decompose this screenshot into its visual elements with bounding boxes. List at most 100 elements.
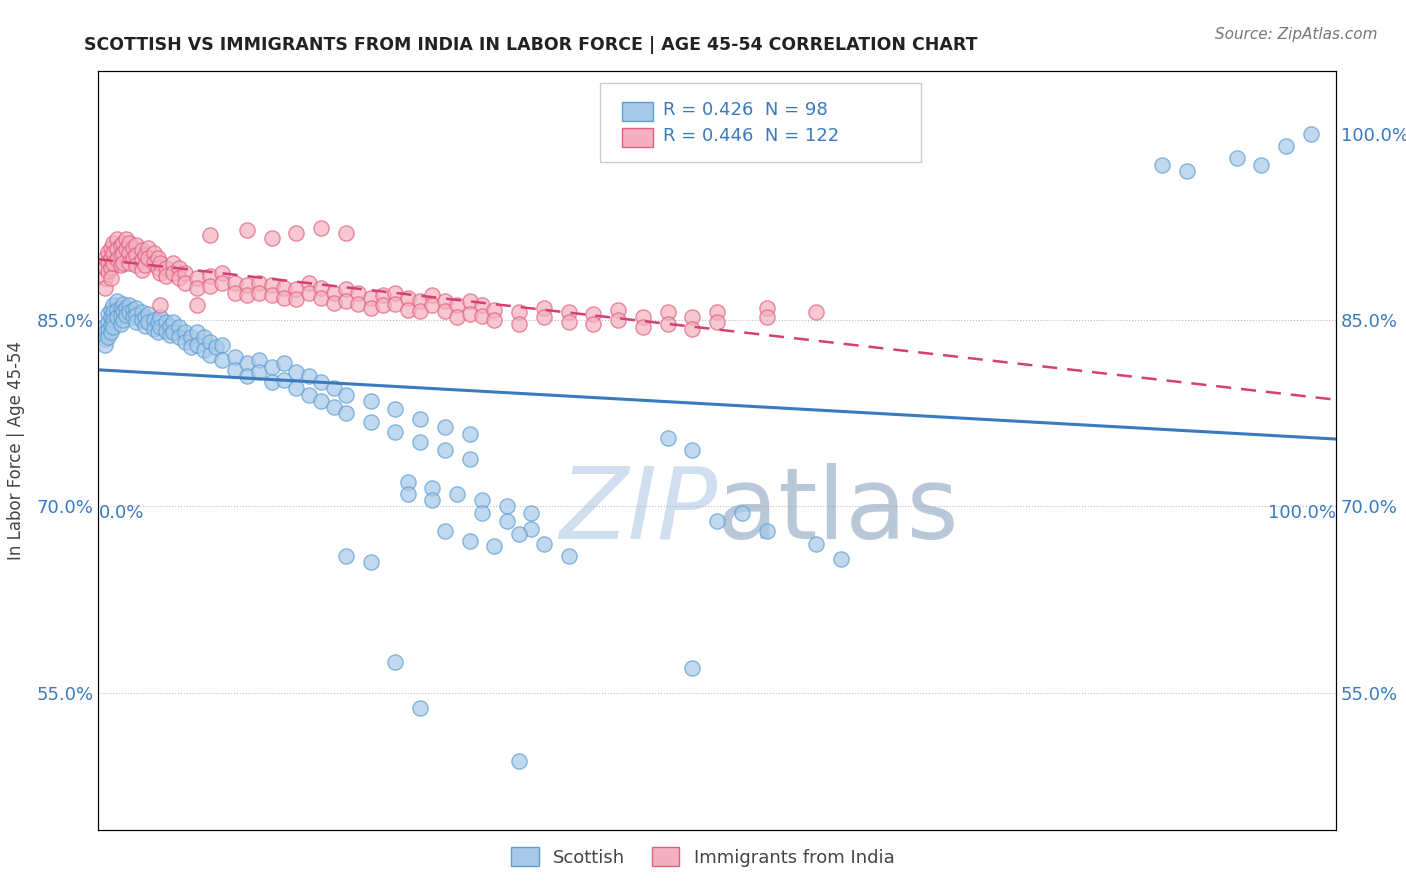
Point [484,313,506,327]
FancyBboxPatch shape [621,102,652,120]
Point [118,245,141,260]
Point [607,313,630,327]
Point [110,248,132,262]
Point [1250,158,1272,172]
Point [298,276,321,290]
Point [118,305,141,319]
Point [146,315,169,329]
Point [112,256,135,270]
Point [100,241,122,255]
Point [384,655,406,669]
Point [103,313,125,327]
Point [114,308,136,322]
Point [657,431,679,445]
Point [167,270,190,285]
Point [273,373,295,387]
Point [93,326,115,340]
Point [681,661,703,675]
Point [224,276,246,290]
Text: ZIP: ZIP [558,463,717,559]
Point [335,406,357,420]
Point [657,305,679,319]
Point [681,443,703,458]
Point [100,326,122,340]
Point [582,317,605,331]
Point [322,400,344,414]
Point [112,313,135,327]
Point [458,307,481,321]
Point [93,280,115,294]
Point [422,298,444,312]
Point [131,305,153,319]
Point [484,303,506,318]
Point [131,313,153,327]
Point [471,506,494,520]
Point [146,260,169,275]
Point [131,244,153,258]
Point [97,307,120,321]
Point [260,360,283,375]
Point [93,260,115,275]
Point [260,375,283,389]
Point [446,298,468,312]
Point [149,310,172,325]
Point [582,307,605,321]
Point [97,264,120,278]
Point [309,280,332,294]
Point [155,260,177,275]
Point [433,443,456,458]
Point [309,375,332,389]
Point [804,305,827,319]
Point [631,320,654,334]
Y-axis label: In Labor Force | Age 45-54: In Labor Force | Age 45-54 [7,341,25,560]
Point [422,288,444,302]
Point [124,238,146,252]
Point [298,368,321,383]
Point [433,524,456,539]
Point [322,295,344,310]
Point [322,285,344,300]
Point [198,228,221,243]
Point [162,266,184,280]
Point [118,235,141,250]
Point [298,387,321,401]
Point [186,298,208,312]
Point [112,245,135,260]
Point [97,254,120,268]
Point [114,301,136,315]
Point [105,242,128,256]
Point [508,526,530,541]
Point [471,298,494,312]
Point [335,282,357,296]
Point [211,266,233,280]
Point [186,338,208,352]
Point [247,365,270,379]
Point [706,514,728,528]
Point [557,305,579,319]
Point [110,301,132,315]
Point [347,297,370,311]
Point [681,321,703,335]
Point [236,368,259,383]
Point [155,269,177,284]
Point [1175,163,1198,178]
Point [396,487,419,501]
Point [433,304,456,318]
Point [198,279,221,293]
Point [458,427,481,442]
Point [162,256,184,270]
Point [247,285,270,300]
Point [100,251,122,265]
Point [458,452,481,467]
Point [134,248,156,262]
Point [520,506,543,520]
Text: R = 0.446  N = 122: R = 0.446 N = 122 [662,128,839,145]
Point [103,256,125,270]
Point [105,232,128,246]
Point [110,238,132,252]
Point [174,335,197,350]
Point [260,278,283,293]
Point [273,280,295,294]
Point [198,335,221,350]
Point [471,310,494,324]
